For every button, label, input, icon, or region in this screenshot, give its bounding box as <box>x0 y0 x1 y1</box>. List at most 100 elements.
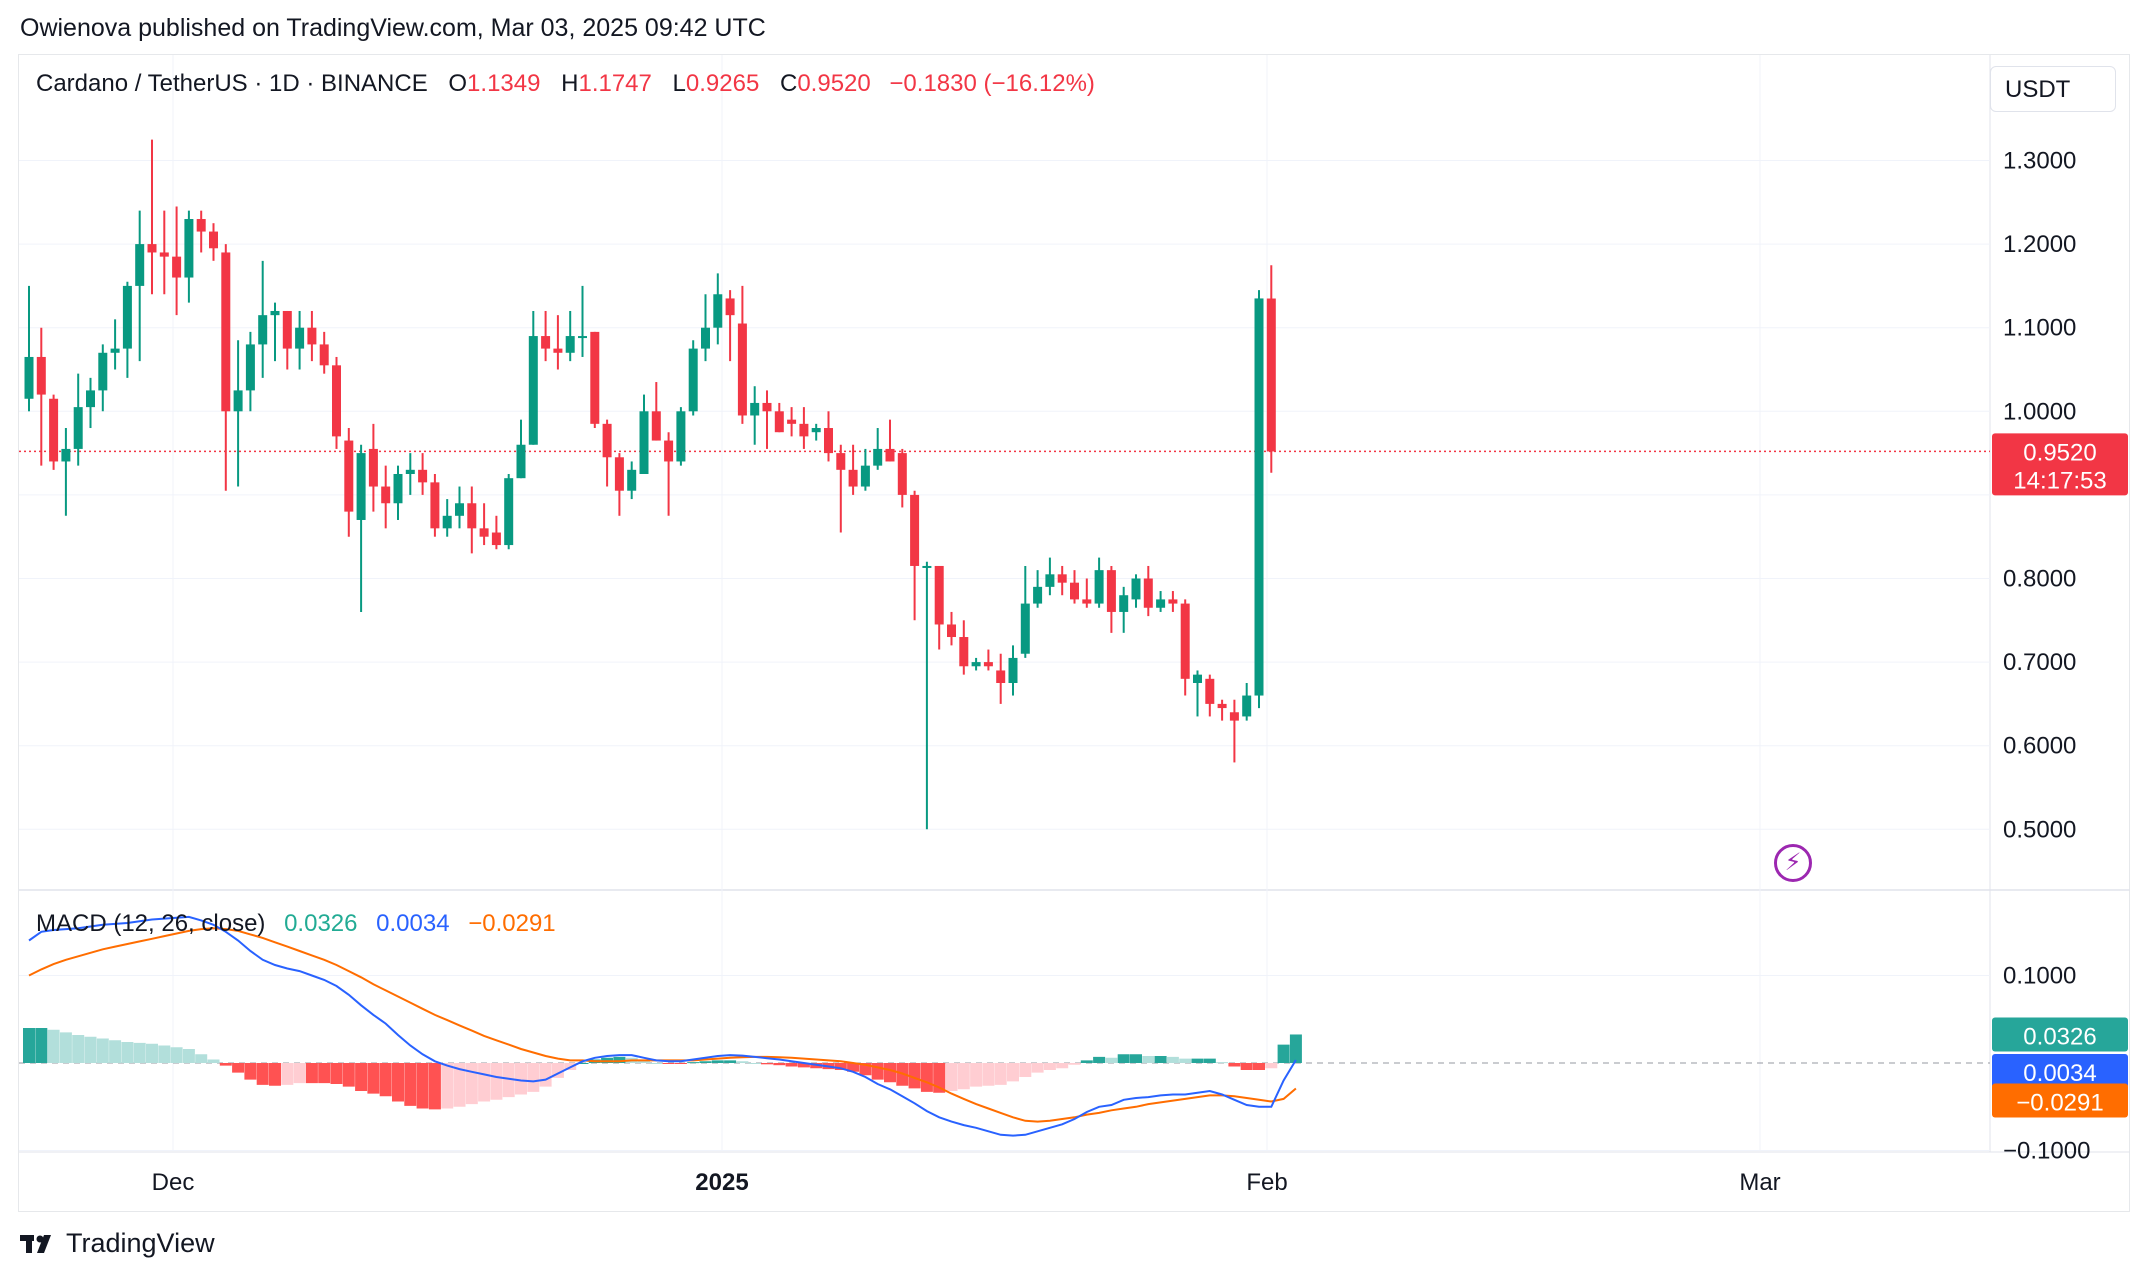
candle-body <box>344 440 354 512</box>
candle-body <box>245 344 255 391</box>
macd-histogram-bar <box>724 1060 737 1063</box>
candle-body <box>282 310 292 349</box>
macd-signal-badge <box>1992 1083 2128 1118</box>
candle-body <box>1020 603 1030 654</box>
candle-body <box>836 453 846 470</box>
candle-body <box>1045 574 1055 587</box>
macd-histogram-bar <box>576 1063 589 1064</box>
candle-body <box>24 356 34 399</box>
symbol-legend: Cardano / TetherUS · 1D · BINANCE O1.134… <box>36 70 1095 98</box>
macd-histogram-bar <box>47 1029 60 1063</box>
candle-body <box>983 662 993 667</box>
candle-body <box>787 419 797 424</box>
macd-histogram-bar <box>269 1063 281 1086</box>
time-axis: Dec 2025 Feb Mar <box>152 1169 1781 1196</box>
time-label: Dec <box>152 1169 195 1196</box>
macd-histogram-bar <box>392 1063 404 1102</box>
candle-body <box>1033 586 1043 604</box>
macd-histogram-bar <box>72 1035 85 1063</box>
candle-body <box>1205 678 1215 704</box>
macd-histogram-bar <box>1093 1056 1106 1063</box>
macd-histogram-bar <box>1253 1063 1265 1070</box>
macd-histogram-bar <box>1031 1063 1044 1073</box>
macd-histogram-bar <box>970 1063 983 1087</box>
candle-body <box>381 486 391 504</box>
macd-histogram-bar <box>1043 1063 1056 1070</box>
macd-histogram-bar <box>244 1063 257 1080</box>
candle-body <box>196 219 206 232</box>
macd-lines <box>28 915 1297 1137</box>
macd-histogram-bar <box>379 1063 392 1097</box>
footer-brand-label: TradingView <box>66 1228 215 1258</box>
macd-main-line <box>28 915 1297 1137</box>
macd-histogram-bar <box>416 1063 429 1109</box>
candle-body <box>1217 703 1227 709</box>
macd-histogram-bar <box>847 1063 860 1072</box>
macd-histogram-bar <box>146 1043 158 1063</box>
currency-button[interactable]: USDT <box>1990 66 2116 112</box>
macd-axis: 0.1000 −0.1000 <box>2003 963 2090 1165</box>
candle-body <box>996 670 1006 683</box>
macd-histogram-bar <box>1191 1058 1204 1063</box>
candle-body <box>307 327 317 345</box>
price-tick-label: 0.6000 <box>2003 733 2076 760</box>
candle-body <box>811 428 821 433</box>
candle-body <box>762 402 772 412</box>
macd-histogram-bar <box>182 1049 195 1063</box>
tradingview-logo-icon <box>20 1233 58 1255</box>
macd-histogram-bar <box>158 1045 171 1063</box>
macd-histogram-bar <box>797 1063 810 1068</box>
candle-body <box>701 327 710 349</box>
candle-body <box>639 411 649 474</box>
macd-histogram-bar <box>1080 1060 1093 1063</box>
candle-body <box>590 331 600 424</box>
candle-body <box>73 407 83 449</box>
macd-histogram-bar <box>834 1063 847 1070</box>
low-label: L <box>672 70 686 97</box>
candle-body <box>1070 582 1079 600</box>
close-label: C <box>779 70 798 97</box>
candle-body <box>664 440 674 462</box>
macd-hist-value: 0.0326 <box>284 910 358 937</box>
candle-body <box>516 444 526 479</box>
macd-histogram-bar <box>96 1038 109 1063</box>
macd-tick-label: 0.1000 <box>2003 963 2076 990</box>
macd-histogram-bar <box>1240 1063 1253 1070</box>
macd-title[interactable]: MACD (12, 26, close) <box>36 910 266 937</box>
macd-histogram-bar <box>908 1063 921 1089</box>
lightning-icon[interactable]: ⚡ <box>1774 844 1812 882</box>
published-caption: Owienova published on TradingView.com, M… <box>20 14 766 42</box>
candle-body <box>233 390 243 412</box>
macd-histogram-bar <box>994 1063 1007 1085</box>
candle-body <box>1082 599 1092 604</box>
candle-body <box>1143 578 1153 608</box>
macd-histogram-bar <box>1056 1063 1069 1069</box>
candle-body <box>209 231 218 249</box>
macd-histogram-bar <box>84 1036 97 1063</box>
macd-histogram-bar <box>109 1040 122 1063</box>
symbol-name[interactable]: Cardano / TetherUS · 1D · BINANCE <box>36 70 428 97</box>
macd-histogram-bar <box>478 1063 491 1102</box>
last-price-badge <box>1992 433 2128 496</box>
candle-body <box>504 478 514 546</box>
candle-body <box>49 398 59 462</box>
macd-histogram-bar <box>1166 1056 1179 1063</box>
candle-body <box>860 465 870 487</box>
macd-histogram-bar <box>428 1063 441 1110</box>
candle-body <box>1180 603 1190 679</box>
candle-body <box>947 624 956 638</box>
candle-body <box>602 423 612 458</box>
macd-histogram-bar <box>35 1028 48 1063</box>
macd-histogram-bar <box>515 1063 527 1095</box>
macd-signal-value: −0.0291 <box>468 910 556 937</box>
candle-body <box>491 532 501 546</box>
macd-histogram-bar <box>355 1063 368 1091</box>
candlestick-series <box>24 139 1276 830</box>
open-value: 1.1349 <box>467 70 541 97</box>
footer-brand[interactable]: TradingView <box>20 1228 215 1259</box>
candle-body <box>873 448 883 466</box>
macd-histogram-bar <box>490 1063 503 1100</box>
macd-histogram-bar <box>404 1063 417 1106</box>
macd-histogram-bar <box>527 1063 540 1092</box>
